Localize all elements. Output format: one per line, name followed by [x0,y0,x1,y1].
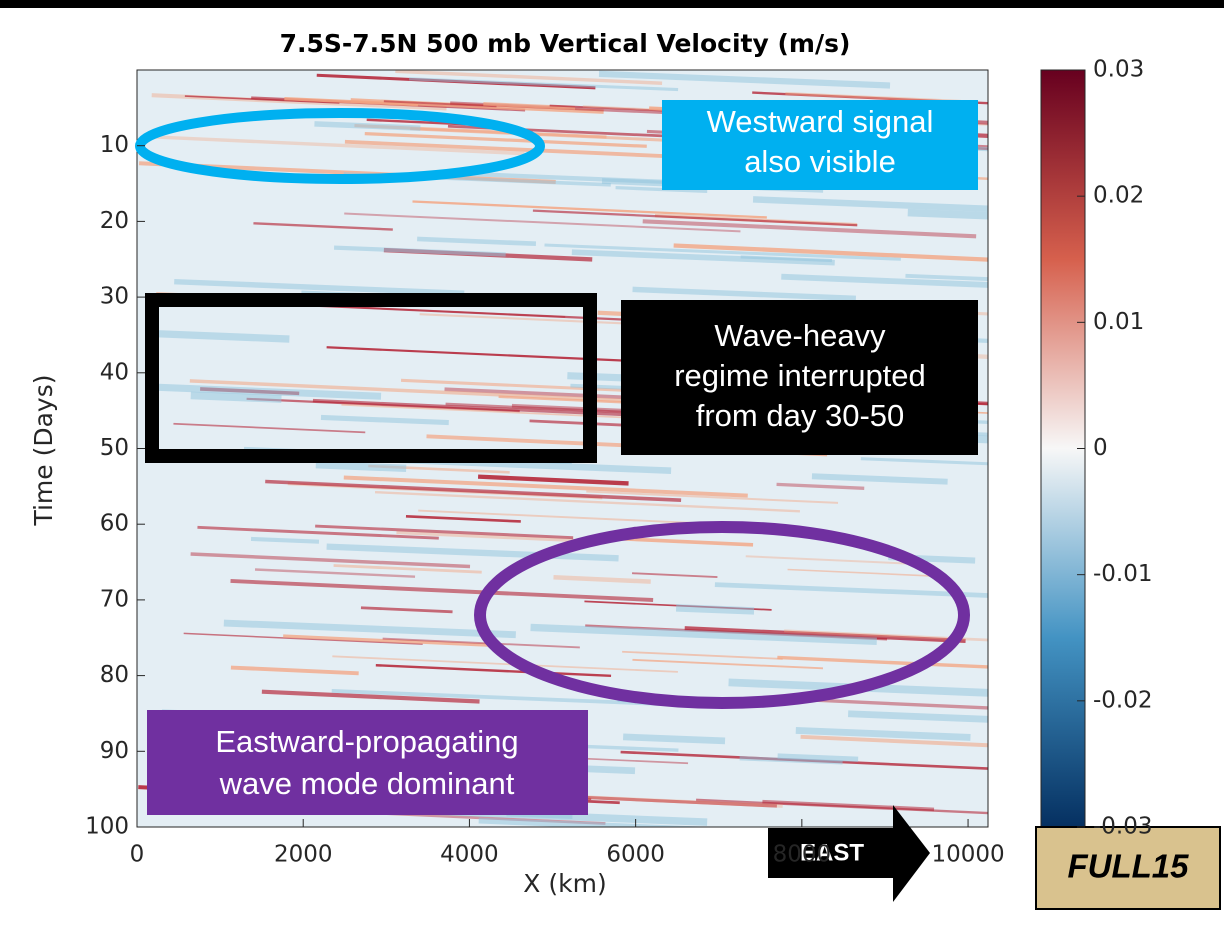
texture-streak [191,395,282,399]
y-tick-label: 100 [85,814,129,840]
x-tick-label: 4000 [440,842,499,868]
chart-title: 7.5S-7.5N 500 mb Vertical Velocity (m/s) [280,29,851,58]
page: 7.5S-7.5N 500 mb Vertical Velocity (m/s)… [0,0,1224,927]
y-tick-label: 50 [100,435,129,461]
y-tick-label: 40 [100,359,129,385]
texture-streak [623,737,725,741]
y-tick-label: 20 [100,208,129,234]
x-tick-label: 8000 [773,842,832,868]
y-axis-label: Time (Days) [29,374,58,526]
texture-streak [676,608,754,611]
tag: FULL15 [1067,848,1189,885]
annotation-text: regime interrupted [674,358,926,393]
y-tick-label: 60 [100,511,129,537]
y-tick-label: 70 [100,586,129,612]
texture-streak [251,539,319,542]
annotation-text: Eastward-propagating [215,724,518,759]
top-bar [0,0,1224,8]
x-tick-label: 2000 [274,842,333,868]
colorbar-tick-label: 0 [1093,435,1108,461]
colorbar-tick-label: 0.02 [1093,183,1144,209]
colorbar-tick-label: -0.01 [1093,561,1153,587]
y-tick-label: 80 [100,662,129,688]
y-tick-label: 10 [100,132,129,158]
annotation-text: from day 30-50 [696,398,905,433]
colorbar-tick-label: 0.01 [1093,309,1144,335]
annotation-text: Westward signal [707,104,934,139]
y-tick-label: 30 [100,284,129,310]
colorbar-tick-label: -0.02 [1093,687,1153,713]
y-tick-label: 90 [100,738,129,764]
annotation-text: also visible [744,144,896,179]
texture-streak [316,465,406,469]
chart: 7.5S-7.5N 500 mb Vertical Velocity (m/s)… [0,0,1224,927]
colorbar-tick-label: -0.03 [1093,814,1153,840]
x-axis-label: X (km) [523,869,606,898]
annotation-text: Wave-heavy [714,318,886,353]
colorbar-tick-label: 0.03 [1093,57,1144,83]
texture-streak [908,213,1039,218]
annotation-text: wave mode dominant [219,766,515,801]
x-tick-label: 0 [130,842,145,868]
x-tick-label: 6000 [606,842,665,868]
texture-streak [822,33,1151,48]
x-tick-label: 10000 [931,842,1004,868]
